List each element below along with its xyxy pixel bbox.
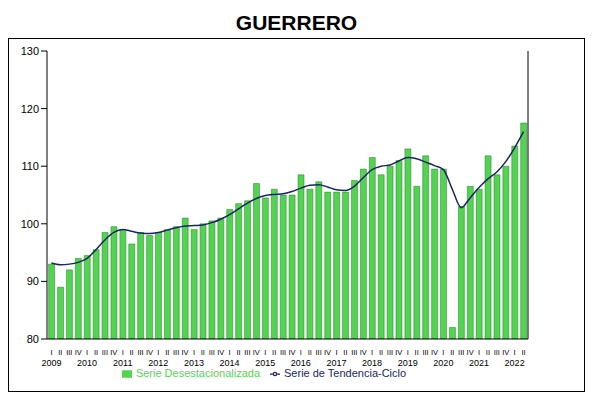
svg-text:2017: 2017 [326,358,346,368]
svg-text:I: I [122,348,124,357]
svg-text:2020: 2020 [433,358,453,368]
svg-text:2018: 2018 [362,358,382,368]
svg-text:2015: 2015 [255,358,275,368]
svg-text:IV: IV [324,348,331,357]
svg-text:120: 120 [21,103,39,115]
svg-text:2011: 2011 [113,358,132,368]
svg-text:I: I [371,348,373,357]
svg-text:IV: IV [110,348,117,357]
svg-text:II: II [165,348,169,357]
svg-text:2021: 2021 [469,358,489,368]
svg-text:2016: 2016 [291,358,311,368]
svg-text:II: II [236,348,240,357]
svg-text:III: III [173,348,179,357]
svg-text:III: III [494,348,500,357]
svg-text:III: III [102,348,108,357]
svg-text:2014: 2014 [220,358,240,368]
svg-text:II: II [272,348,276,357]
svg-text:III: III [316,348,322,357]
svg-text:III: III [244,348,250,357]
svg-text:I: I [300,348,302,357]
svg-text:IV: IV [502,348,509,357]
svg-text:III: III [137,348,143,357]
svg-text:2010: 2010 [77,358,97,368]
svg-text:III: III [280,348,286,357]
svg-text:2009: 2009 [41,358,61,368]
svg-text:II: II [450,348,454,357]
svg-text:III: III [209,348,215,357]
svg-text:II: II [486,348,490,357]
svg-text:I: I [86,348,88,357]
svg-text:90: 90 [27,275,39,287]
svg-text:I: I [478,348,480,357]
svg-text:IV: IV [146,348,153,357]
svg-text:I: I [229,348,231,357]
svg-text:2012: 2012 [148,358,168,368]
svg-text:II: II [308,348,312,357]
svg-text:II: II [201,348,205,357]
svg-text:II: II [94,348,98,357]
svg-text:2013: 2013 [184,358,204,368]
svg-text:I: I [335,348,337,357]
svg-text:I: I [407,348,409,357]
svg-text:I: I [157,348,159,357]
svg-text:I: I [514,348,516,357]
svg-text:IV: IV [467,348,474,357]
svg-text:IV: IV [395,348,402,357]
svg-text:I: I [50,348,52,357]
svg-text:2022: 2022 [505,358,525,368]
svg-text:III: III [66,348,72,357]
svg-text:II: II [415,348,419,357]
svg-text:IV: IV [217,348,224,357]
svg-text:IV: IV [253,348,260,357]
svg-text:II: II [521,348,525,357]
svg-text:130: 130 [21,45,39,57]
svg-text:II: II [58,348,62,357]
svg-text:III: III [351,348,357,357]
svg-text:2019: 2019 [398,358,418,368]
svg-text:IV: IV [360,348,367,357]
svg-text:I: I [442,348,444,357]
svg-text:II: II [379,348,383,357]
svg-text:III: III [458,348,464,357]
html-text:GUERRERO: GUERRERO [235,11,358,34]
svg-text:80: 80 [27,333,39,345]
svg-text:III: III [387,348,393,357]
svg-text:II: II [130,348,134,357]
svg-text:IV: IV [75,348,82,357]
svg-text:110: 110 [21,160,39,172]
html-text:Serie Desestacionalizada: Serie Desestacionalizada [135,367,260,379]
svg-text:III: III [422,348,428,357]
svg-text:IV: IV [288,348,295,357]
svg-text:I: I [264,348,266,357]
svg-text:IV: IV [182,348,189,357]
svg-text:100: 100 [21,218,39,230]
svg-text:IV: IV [431,348,438,357]
html-text:Serie de Tendencia-Ciclo: Serie de Tendencia-Ciclo [284,367,407,379]
svg-text:II: II [343,348,347,357]
svg-text:I: I [193,348,195,357]
